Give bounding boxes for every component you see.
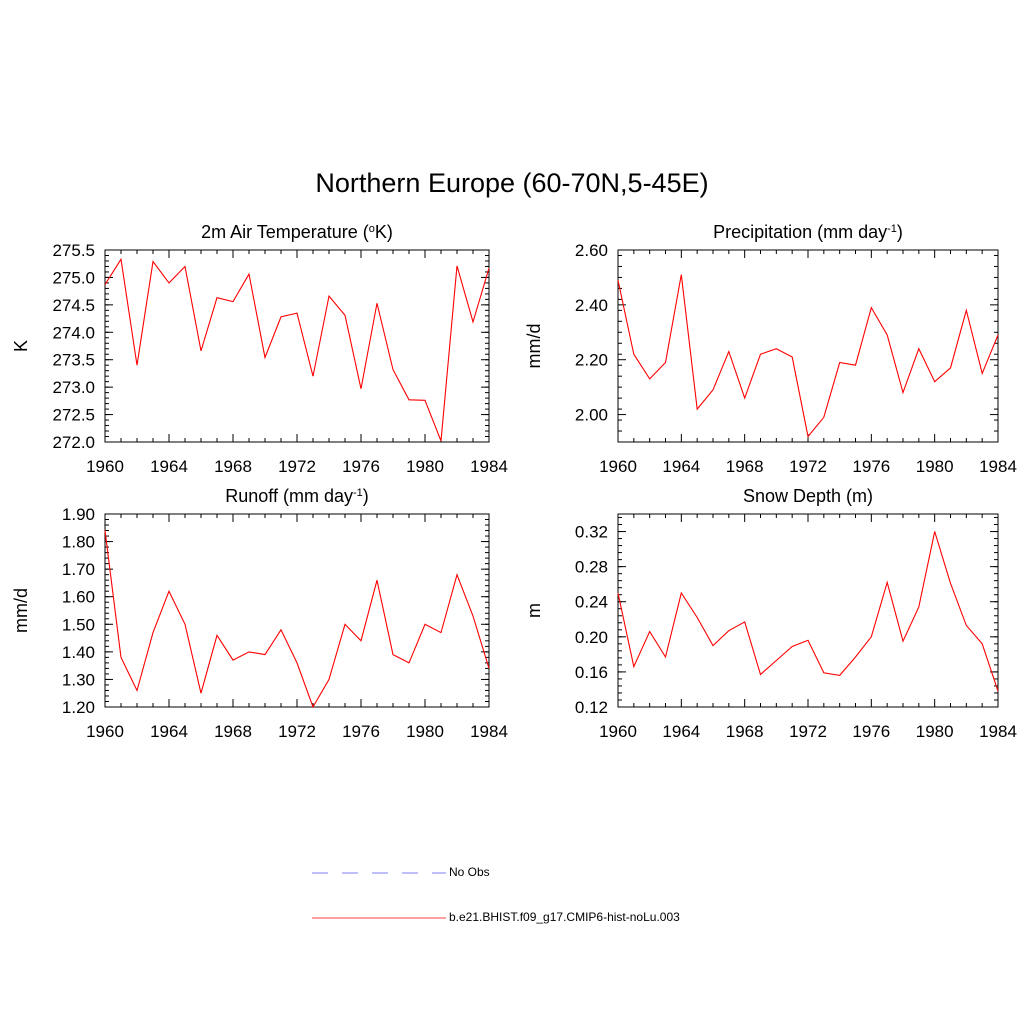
y-tick-label: 1.40 [62,643,95,662]
x-tick-label: 1976 [852,722,890,741]
y-tick-label: 273.0 [52,378,95,397]
chart-panel-3: Snow Depth (m) m 1960 1964 1968 1972 1976 1980 1… [524,486,1017,741]
y-tick-label: 2.60 [575,241,608,260]
y-tick-label: 0.28 [575,558,608,577]
x-tick-label: 1972 [278,457,316,476]
y-tick-label: 2.20 [575,351,608,370]
panel-title: Runoff (mm day-1) [225,486,369,506]
x-tick-label: 1976 [852,457,890,476]
y-axis-label: mm/d [11,588,31,633]
y-tick-label: 1.80 [62,533,95,552]
figure-title: Northern Europe (60-70N,5-45E) [315,168,709,198]
x-tick-label: 1984 [979,457,1017,476]
y-axis-label: mm/d [524,324,544,369]
y-tick-label: 1.70 [62,560,95,579]
x-tick-label: 1984 [979,722,1017,741]
y-tick-label: 272.5 [52,406,95,425]
panel-title: Precipitation (mm day-1) [713,222,903,242]
x-tick-label: 1976 [342,457,380,476]
y-tick-label: 0.12 [575,698,608,717]
x-tick-label: 1968 [726,457,764,476]
plot-frame [617,249,999,443]
y-tick-label: 1.20 [62,698,95,717]
series-line-0 [617,531,999,692]
chart-panel-1: Precipitation (mm day-1) mm/d 1960 1964 1968… [524,222,1017,476]
y-tick-label: 273.5 [52,351,95,370]
x-tick-label: 1972 [278,722,316,741]
chart-panel-2: Runoff (mm day-1) mm/d 1960 1964 1968 1972 197… [11,486,508,741]
y-tick-label: 0.24 [575,593,608,612]
x-tick-label: 1964 [662,722,700,741]
y-tick-label: 0.32 [575,523,608,542]
chart-panel-0: 2m Air Temperature (oK) K 1960 1964 1968 1972… [11,222,508,476]
x-tick-label: 1968 [214,457,252,476]
series-line-0 [617,274,999,438]
x-tick-label: 1980 [916,722,954,741]
y-tick-label: 2.40 [575,296,608,315]
x-tick-label: 1976 [342,722,380,741]
x-tick-label: 1960 [86,722,124,741]
y-axis-label: K [11,340,31,352]
series-line-0 [104,530,490,709]
x-tick-label: 1980 [406,457,444,476]
y-tick-label: 1.90 [62,505,95,524]
y-tick-label: 274.5 [52,296,95,315]
x-tick-label: 1984 [470,722,508,741]
x-tick-label: 1980 [916,457,954,476]
y-tick-label: 0.20 [575,628,608,647]
y-tick-label: 1.60 [62,588,95,607]
y-tick-label: 1.30 [62,670,95,689]
x-tick-label: 1968 [726,722,764,741]
x-tick-label: 1960 [599,457,637,476]
series-line-0 [104,257,490,442]
y-tick-label: 275.5 [52,241,95,260]
y-tick-label: 2.00 [575,406,608,425]
y-tick-label: 1.50 [62,615,95,634]
y-tick-label: 272.0 [52,433,95,452]
plot-frame [104,249,490,443]
plot-frame [617,513,999,708]
x-tick-label: 1964 [662,457,700,476]
panel-title: 2m Air Temperature (oK) [201,222,393,242]
x-tick-label: 1972 [789,457,827,476]
y-tick-label: 275.0 [52,268,95,287]
x-tick-label: 1964 [150,457,188,476]
x-tick-label: 1960 [599,722,637,741]
y-axis-label: m [524,603,544,618]
x-tick-label: 1964 [150,722,188,741]
x-tick-label: 1984 [470,457,508,476]
x-tick-label: 1980 [406,722,444,741]
x-tick-label: 1960 [86,457,124,476]
y-tick-label: 0.16 [575,663,608,682]
x-tick-label: 1968 [214,722,252,741]
panel-title: Snow Depth (m) [743,486,873,506]
y-tick-label: 274.0 [52,323,95,342]
plot-frame [104,513,490,708]
x-tick-label: 1972 [789,722,827,741]
